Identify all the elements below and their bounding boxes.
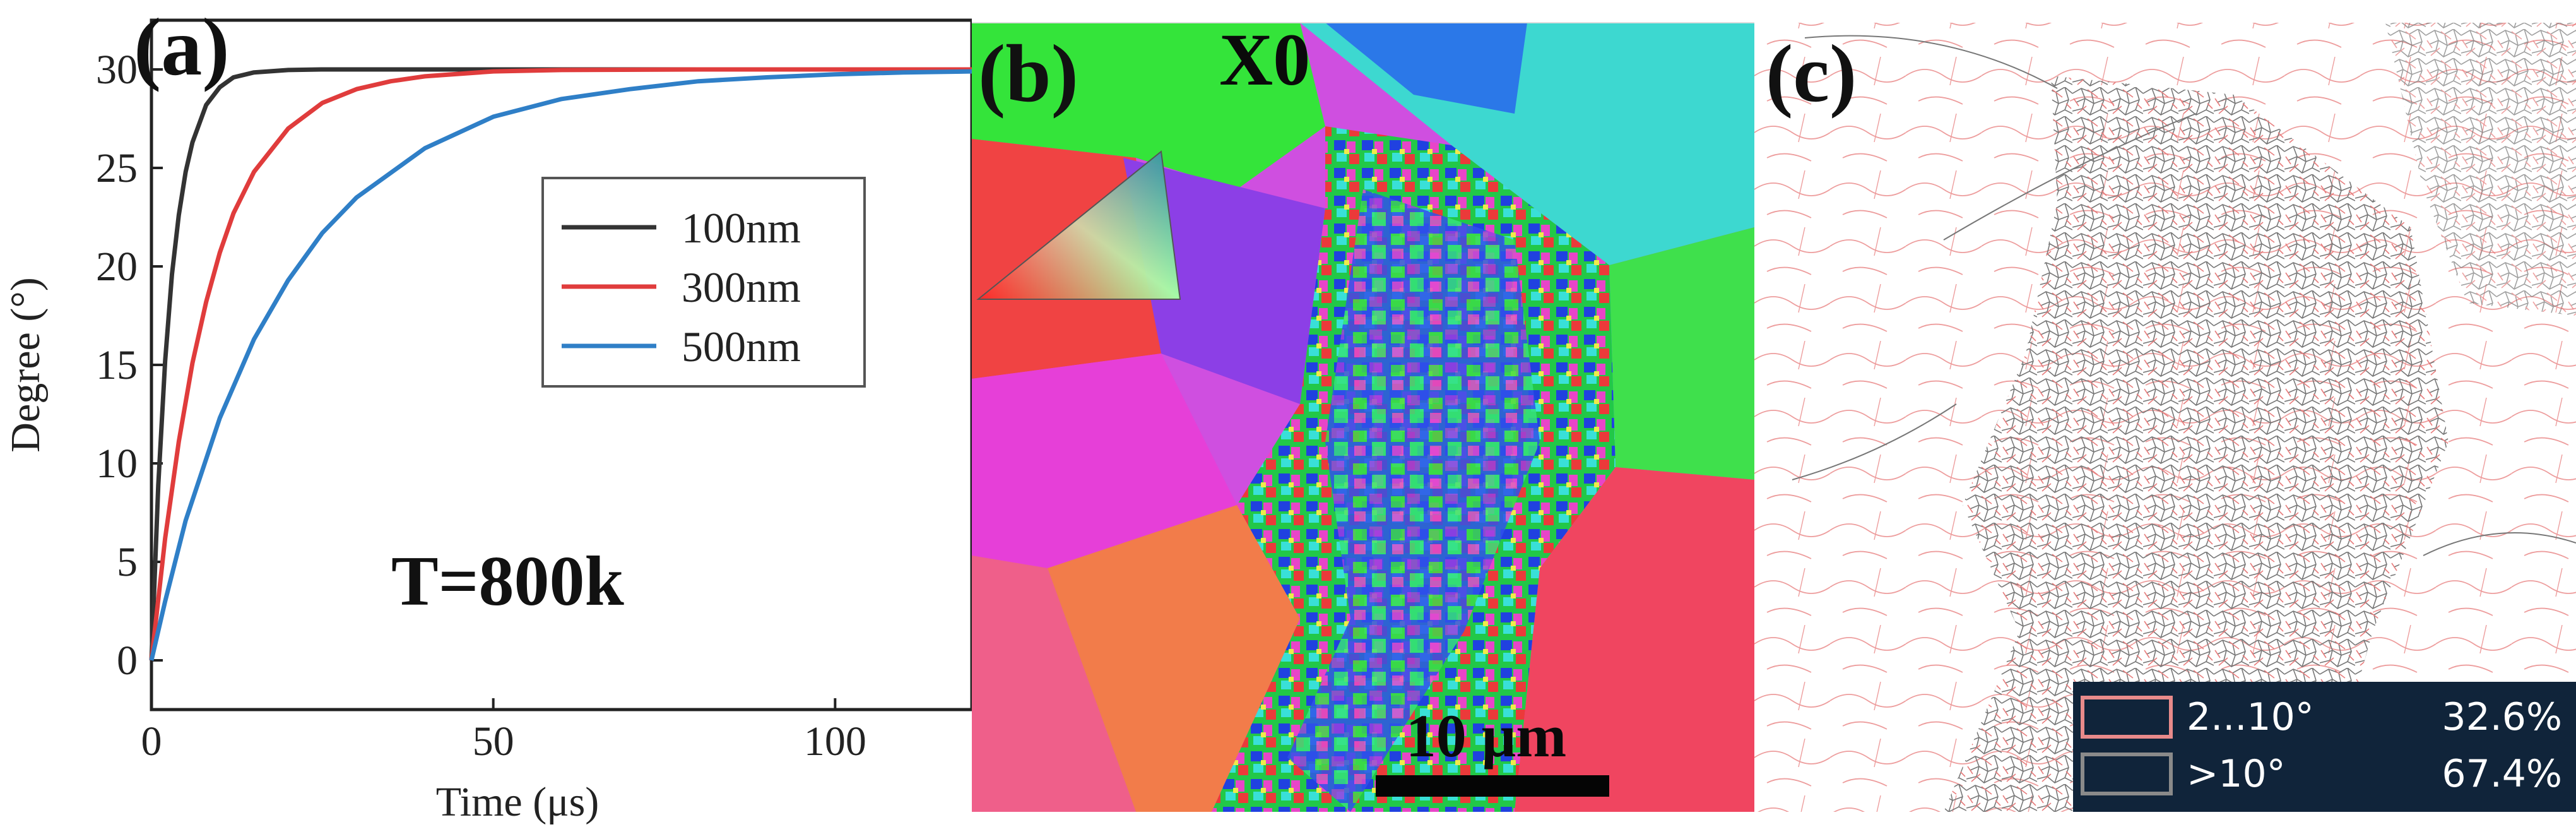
x-tick-label: 0 [141,718,162,765]
legend-box [541,177,866,388]
x-axis-title: Time (μs) [436,779,600,825]
legend-low-angle-range: 2...10° [2187,695,2314,739]
y-tick-label: 25 [96,145,138,191]
panel-c-grain-boundary-map: (c) 2...10° 32.6% >10° 67.4% [1754,0,2576,827]
panel-b-ebsd-map: (b) X0 10 μm [972,0,1754,827]
y-tick-label: 20 [96,244,138,290]
boundary-legend-bg [2073,682,2576,812]
y-axis-title: Degree (°) [3,277,49,452]
legend-label-100nm: 100nm [682,204,801,252]
y-tick-label: 30 [96,47,138,93]
legend-swatch-high-angle [2081,753,2173,795]
y-tick-label: 5 [117,539,138,585]
legend-label-300nm: 300nm [682,263,801,311]
y-tick-label: 0 [117,638,138,684]
series-line-300nm [149,67,972,661]
scale-bar-label: 10 μm [1406,702,1566,770]
x-axis: 0 50 100 [141,698,866,765]
panel-label-b: (b) [978,28,1078,119]
legend-swatch-low-angle [2081,696,2173,739]
sample-label: X0 [1219,18,1310,101]
panel-label-a: (a) [134,2,230,93]
panel-label-c: (c) [1766,28,1857,119]
scale-bar: 10 μm [1376,702,1609,797]
scale-bar-line [1376,775,1609,797]
boundary-legend: 2...10° 32.6% >10° 67.4% [2073,682,2576,812]
y-tick-label: 10 [96,441,138,487]
legend-low-angle-fraction: 32.6% [2442,695,2562,739]
panel-a-chart: 0 5 10 15 20 25 30 0 50 100 Time (μs) Degree (°)… [0,0,972,827]
legend-high-angle-range: >10° [2187,752,2286,796]
degree-vs-time-chart: 0 5 10 15 20 25 30 0 50 100 Time (μs) Degree (°)… [3,2,972,825]
y-tick-label: 15 [96,342,138,388]
x-tick-label: 50 [473,718,514,765]
series-line-500nm [149,69,972,661]
legend-label-500nm: 500nm [682,323,801,371]
grain-boundary-map: (c) 2...10° 32.6% >10° 67.4% [1754,23,2576,812]
y-axis: 0 5 10 15 20 25 30 [96,47,163,684]
temperature-annotation: T=800k [391,542,625,621]
legend-high-angle-fraction: 67.4% [2442,752,2562,796]
series-lines [149,67,972,661]
ipf-color-key [976,150,1181,300]
ebsd-orientation-map: (b) X0 10 μm [972,18,1754,812]
chart-legend: 100nm 300nm 500nm [541,177,866,388]
x-tick-label: 100 [804,718,866,765]
